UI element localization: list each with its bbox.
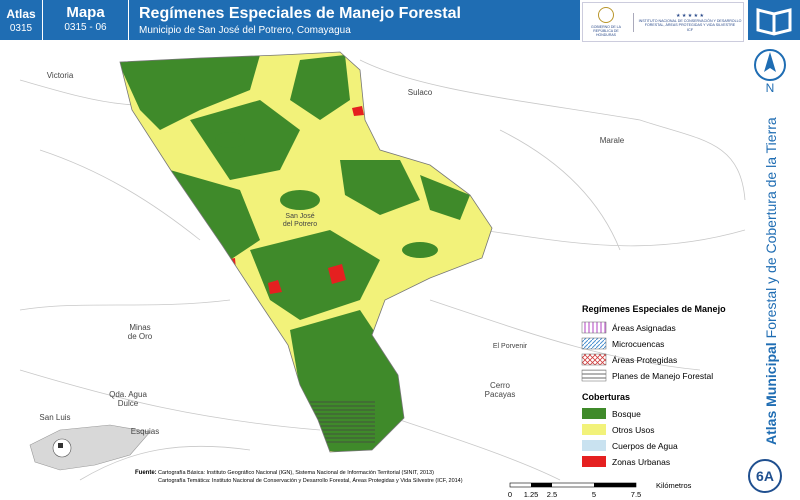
place-label: San José xyxy=(285,213,314,220)
sidebar: N Atlas Municipal Forestal y de Cobertura… xyxy=(748,49,786,493)
source-line: Cartografía Temática: Instituto Nacional… xyxy=(158,477,463,484)
legend-item: Cuerpos de Agua xyxy=(612,441,678,451)
legend-item: Áreas Asignadas xyxy=(612,323,676,333)
place-label: Esquias xyxy=(131,427,159,436)
place-label: del Potrero xyxy=(283,221,317,228)
legend-swatch xyxy=(581,353,607,366)
map-label: Mapa xyxy=(66,4,105,21)
legend-swatch xyxy=(581,369,607,382)
legend-item: Zonas Urbanas xyxy=(612,457,670,467)
source-line: Cartografía Básica: Instituto Geográfico… xyxy=(158,470,434,476)
place-label: El Porvenir xyxy=(493,343,528,350)
scale-tick-label: 2.5 xyxy=(547,490,557,499)
legend-title: Coberturas xyxy=(582,392,630,402)
place-label: Qda. Agua xyxy=(109,390,147,399)
legend-item: Bosque xyxy=(612,409,641,419)
icf-logo: ★ ★ ★ ★ ★ INSTITUTO NACIONAL DE CONSERVA… xyxy=(633,12,743,32)
atlas-box: Atlas 0315 xyxy=(0,0,42,40)
subtitle: Municipio de San José del Potrero, Comay… xyxy=(139,25,351,36)
legend-item: Planes de Manejo Forestal xyxy=(612,371,713,381)
map-box: Mapa 0315 - 06 xyxy=(43,0,128,40)
place-label: Dulce xyxy=(118,399,139,408)
scale-bar-fill xyxy=(531,483,552,487)
scale-bar: 0 1.25 2.5 5 7.5 Kilómetros xyxy=(508,481,692,499)
scale-tick-label: 5 xyxy=(592,490,596,499)
source: Fuente: Cartografía Básica: Instituto Ge… xyxy=(135,470,463,484)
scale-tick-label: 0 xyxy=(508,490,512,499)
gov-text: GOBIERNO DE LA REPÚBLICA DE HONDURAS xyxy=(591,25,621,37)
scale-bar-fill xyxy=(594,483,636,487)
logos: GOBIERNO DE LA REPÚBLICA DE HONDURAS ★ ★… xyxy=(582,2,744,42)
legend-title: Regímenes Especiales de Manejo xyxy=(582,304,726,314)
plate-label: 6A xyxy=(756,468,774,484)
place-label: Marale xyxy=(600,136,625,145)
legend-swatch xyxy=(582,456,606,467)
book-icon xyxy=(756,8,792,36)
atlas-code: 0315 xyxy=(9,23,33,34)
roads xyxy=(19,59,746,481)
title-box: Regímenes Especiales de Manejo Forestal … xyxy=(129,0,580,40)
atlas-title-rest: Forestal y de Cobertura de la Tierra xyxy=(763,117,779,338)
legend-swatch xyxy=(582,424,606,435)
legend-swatch xyxy=(582,440,606,451)
scale-tick-label: 7.5 xyxy=(631,490,641,499)
legend-item: Microcuencas xyxy=(612,339,664,349)
place-label: Pacayas xyxy=(485,390,516,399)
place-label: de Oro xyxy=(128,332,153,341)
place-label: Sulaco xyxy=(408,88,433,97)
legend-swatch xyxy=(581,337,607,350)
atlas-title-bold: Atlas Municipal xyxy=(763,342,779,445)
legend-swatch xyxy=(581,321,607,334)
municipality xyxy=(120,52,492,452)
place-label: Minas xyxy=(129,323,150,332)
map-code: 0315 - 06 xyxy=(64,22,107,33)
atlas-vertical-title: Atlas Municipal Forestal y de Cobertura d… xyxy=(763,117,779,445)
planes-manejo-area xyxy=(310,400,375,445)
source-label: Fuente: xyxy=(135,470,157,476)
municipality-border xyxy=(119,51,493,453)
place-label: Victoria xyxy=(47,71,74,80)
inset-map xyxy=(29,424,151,471)
scale-tick-label: 1.25 xyxy=(524,490,539,499)
icf-text: INSTITUTO NACIONAL DE CONSERVACIÓN Y DES… xyxy=(638,18,742,27)
gov-logo: GOBIERNO DE LA REPÚBLICA DE HONDURAS xyxy=(583,7,629,37)
legend-swatch xyxy=(582,408,606,419)
north-label: N xyxy=(766,81,775,95)
legend-item: Áreas Protegidas xyxy=(612,355,677,365)
legend-item: Otros Usos xyxy=(612,425,655,435)
place-label: San Luis xyxy=(39,413,70,422)
icf-short: ICF xyxy=(686,26,694,32)
book-icon-box xyxy=(748,0,800,40)
atlas-label: Atlas xyxy=(6,7,36,21)
scale-unit: Kilómetros xyxy=(656,481,692,490)
place-label: Cerro xyxy=(490,381,511,390)
legend: Regímenes Especiales de Manejo Áreas Asig… xyxy=(581,304,726,467)
bosque-areas xyxy=(120,55,470,452)
title: Regímenes Especiales de Manejo Forestal xyxy=(139,5,461,22)
